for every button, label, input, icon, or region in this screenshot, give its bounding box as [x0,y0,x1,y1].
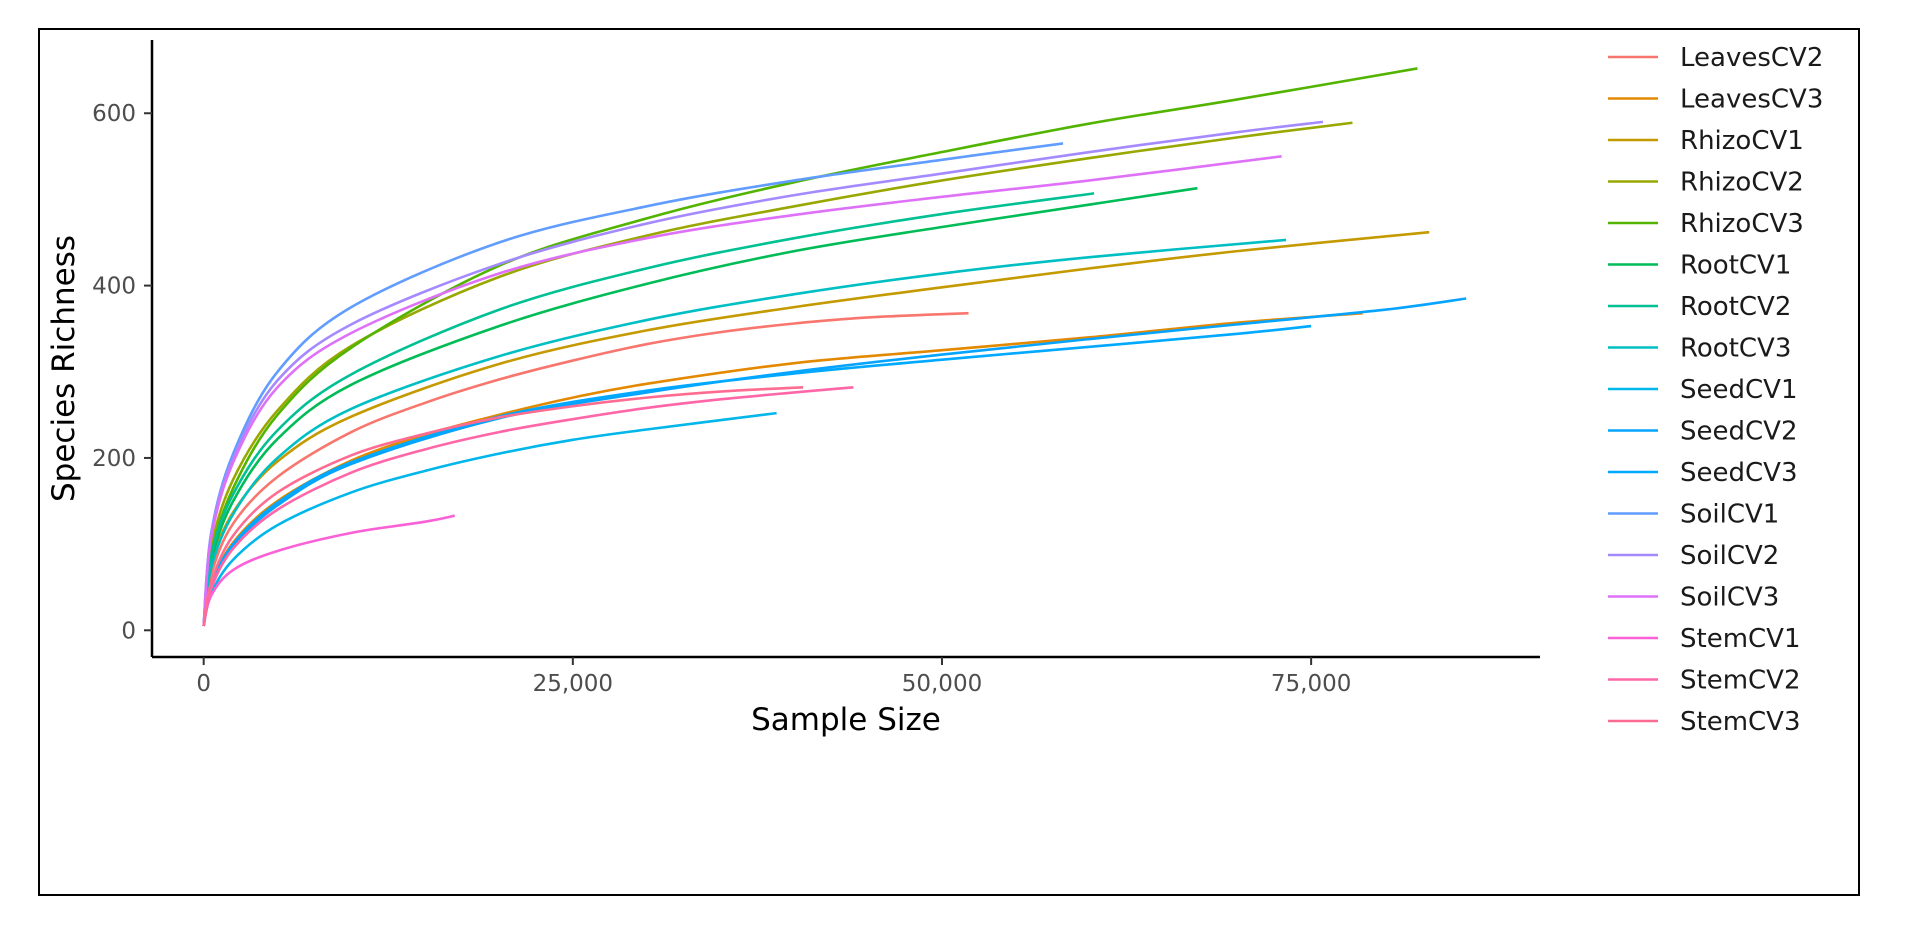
rarefaction-chart: 0 25,000 50,000 75,000 0 200 400 600 Sample Si… [46,40,1823,738]
x-axis-ticks: 0 25,000 50,000 75,000 [196,657,1351,697]
legend-label-seedcv1: SeedCV1 [1680,375,1797,405]
x-tick-label: 25,000 [533,671,613,697]
series-line-rhizocv2 [202,121,1353,627]
legend-label-rootcv3: RootCV3 [1680,334,1791,364]
legend-label-leavescv2: LeavesCV2 [1680,43,1823,73]
series-line-rootcv3 [202,238,1287,627]
legend-label-soilcv2: SoilCV2 [1680,541,1779,571]
legend-label-soilcv3: SoilCV3 [1680,583,1779,613]
x-axis-title: Sample Size [751,702,941,738]
series-line-soilcv2 [202,120,1324,627]
x-tick-label: 0 [196,671,211,697]
legend-label-seedcv3: SeedCV3 [1680,458,1797,488]
legend-label-rhizocv3: RhizoCV3 [1680,209,1804,239]
series-line-rootcv1 [202,186,1198,627]
legend-label-seedcv2: SeedCV2 [1680,417,1797,447]
x-tick-label: 50,000 [902,671,982,697]
series-line-seedcv2 [202,297,1467,627]
legend-label-rhizocv1: RhizoCV1 [1680,126,1804,156]
legend-label-rootcv2: RootCV2 [1680,292,1791,322]
y-tick-label: 600 [92,101,136,127]
legend-label-stemcv1: StemCV1 [1680,624,1801,654]
legend-label-leavescv3: LeavesCV3 [1680,85,1823,115]
series-line-rhizocv3 [202,67,1418,627]
series-line-stemcv1 [202,514,455,627]
chart-frame: 0 25,000 50,000 75,000 0 200 400 600 Sample Si… [38,28,1860,896]
legend-label-soilcv1: SoilCV1 [1680,500,1779,530]
series-line-stemcv3 [202,385,804,627]
series-line-leavescv3 [202,311,1363,627]
y-axis-title: Species Richness [46,235,82,502]
legend-label-stemcv3: StemCV3 [1680,707,1801,737]
series-line-leavescv2 [202,311,969,627]
legend-label-rhizocv2: RhizoCV2 [1680,168,1804,198]
series-line-seedcv1 [202,411,777,627]
series-line-rootcv2 [202,192,1095,627]
legend-label-rootcv1: RootCV1 [1680,251,1791,281]
legend-label-stemcv2: StemCV2 [1680,666,1801,696]
series-line-stemcv2 [202,385,854,627]
y-tick-label: 0 [121,618,136,644]
legend: LeavesCV2 LeavesCV3 RhizoCV1 RhizoCV2 RhizoC… [1608,43,1823,737]
series-line-seedcv3 [202,324,1312,627]
x-tick-label: 75,000 [1271,671,1351,697]
series-lines [202,67,1467,627]
y-tick-label: 200 [92,446,136,472]
y-tick-label: 400 [92,274,136,300]
series-line-soilcv3 [202,155,1282,627]
y-axis-ticks: 0 200 400 600 [92,101,152,644]
